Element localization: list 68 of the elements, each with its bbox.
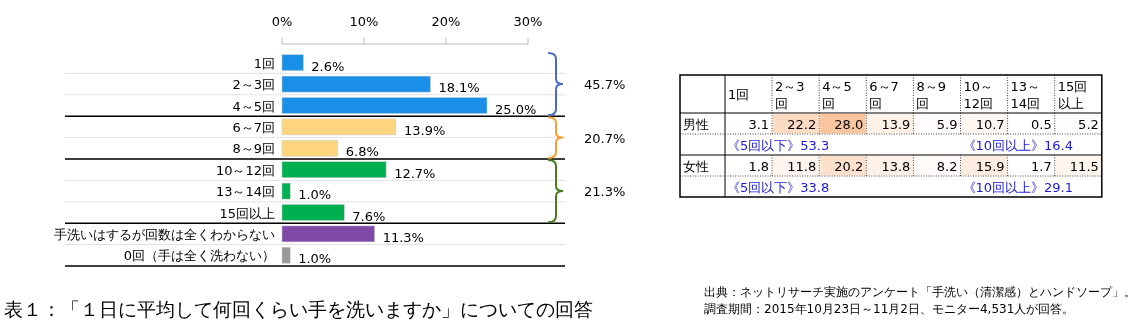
y-tick-label: 0回（手は全く洗わない） <box>123 248 275 264</box>
y-tick-label: 女性 <box>683 159 709 174</box>
x-tick-label: 6～7回 <box>869 79 899 111</box>
data-label: 3.1 <box>748 117 770 132</box>
data-label: 8.2 <box>936 159 958 174</box>
data-label: 2.6% <box>311 58 345 74</box>
data-label: 18.1% <box>438 80 480 96</box>
y-tick-label: 手洗いはするが回数は全くわからない <box>54 226 275 242</box>
text: 20.7% <box>584 130 626 146</box>
annotation: 《10回以上》16.4 <box>962 138 1073 153</box>
data-label: 11.8 <box>787 159 817 174</box>
data-label: 6.8% <box>345 144 379 160</box>
y-tick-label: 男性 <box>683 117 709 132</box>
data-label: 13.9% <box>403 122 446 138</box>
data-label: 10.7 <box>975 117 1005 132</box>
y-tick-label: 15回以上 <box>219 205 275 221</box>
data-label: 12.7% <box>394 165 436 181</box>
bar <box>281 97 488 114</box>
text: 21.3% <box>584 184 626 200</box>
x-tick-label: 10～12回 <box>963 79 994 111</box>
x-tick-label: 0% <box>271 14 293 29</box>
x-tick-label: 4～5回 <box>822 79 852 111</box>
bar <box>281 54 304 71</box>
data-label: 1.0% <box>298 187 332 203</box>
data-label: 11.3% <box>382 229 424 245</box>
annotation: 《5回以下》53.3 <box>727 138 830 153</box>
y-tick-label: 6～7回 <box>232 119 275 135</box>
y-tick-label: 10～12回 <box>215 162 275 178</box>
bar <box>281 161 387 178</box>
data-label: 28.0 <box>834 117 864 132</box>
bar <box>281 225 375 243</box>
bar <box>281 204 345 221</box>
y-tick-label: 13～14回 <box>215 184 275 200</box>
text: 表１：「１日に平均して何回くらい手を洗いますか」についての回答 <box>4 298 593 320</box>
annotation: 《10回以上》29.1 <box>962 180 1073 195</box>
y-tick-label: 8～9回 <box>232 141 275 157</box>
bar <box>281 247 291 264</box>
x-tick-label: 13～14回 <box>1010 79 1041 111</box>
x-tick-label: 2～3回 <box>775 79 805 111</box>
data-label: 1.8 <box>748 159 770 174</box>
bar <box>281 118 397 136</box>
x-tick-label: 8～9回 <box>916 79 946 111</box>
data-label: 20.2 <box>834 159 864 174</box>
x-tick-label: 20% <box>431 14 461 29</box>
data-label: 13.8 <box>881 159 911 174</box>
source-note: 出典：ネットリサーチ実施のアンケート「手洗い（清潔感）とハンドソープ」。 <box>704 285 1134 299</box>
data-label: 1.0% <box>298 251 332 267</box>
data-label: 11.5 <box>1069 159 1099 174</box>
data-label: 5.2 <box>1078 117 1099 132</box>
text: 調査期間：2015年10月23日～11月2日、モニター4,531人が回答。 <box>704 302 1075 316</box>
x-tick-label: 30% <box>513 14 543 29</box>
bar <box>281 182 291 200</box>
bar <box>281 140 339 157</box>
data-label: 1.7 <box>1031 159 1052 174</box>
data-label: 15.9 <box>975 159 1005 174</box>
text: 45.7% <box>584 77 626 93</box>
x-tick-label: 15回以上 <box>1057 79 1088 111</box>
data-label: 13.9 <box>881 117 911 132</box>
data-label: 7.6% <box>352 208 386 224</box>
data-label: 25.0% <box>495 101 537 117</box>
data-label: 5.9 <box>936 117 958 132</box>
x-tick-label: 1回 <box>728 87 750 102</box>
y-tick-label: 1回 <box>253 55 275 71</box>
data-label: 22.2 <box>787 117 817 132</box>
x-tick-label: 10% <box>349 14 379 29</box>
data-label: 0.5 <box>1031 117 1052 132</box>
bar <box>281 75 431 93</box>
annotation: 《5回以下》33.8 <box>727 180 830 195</box>
